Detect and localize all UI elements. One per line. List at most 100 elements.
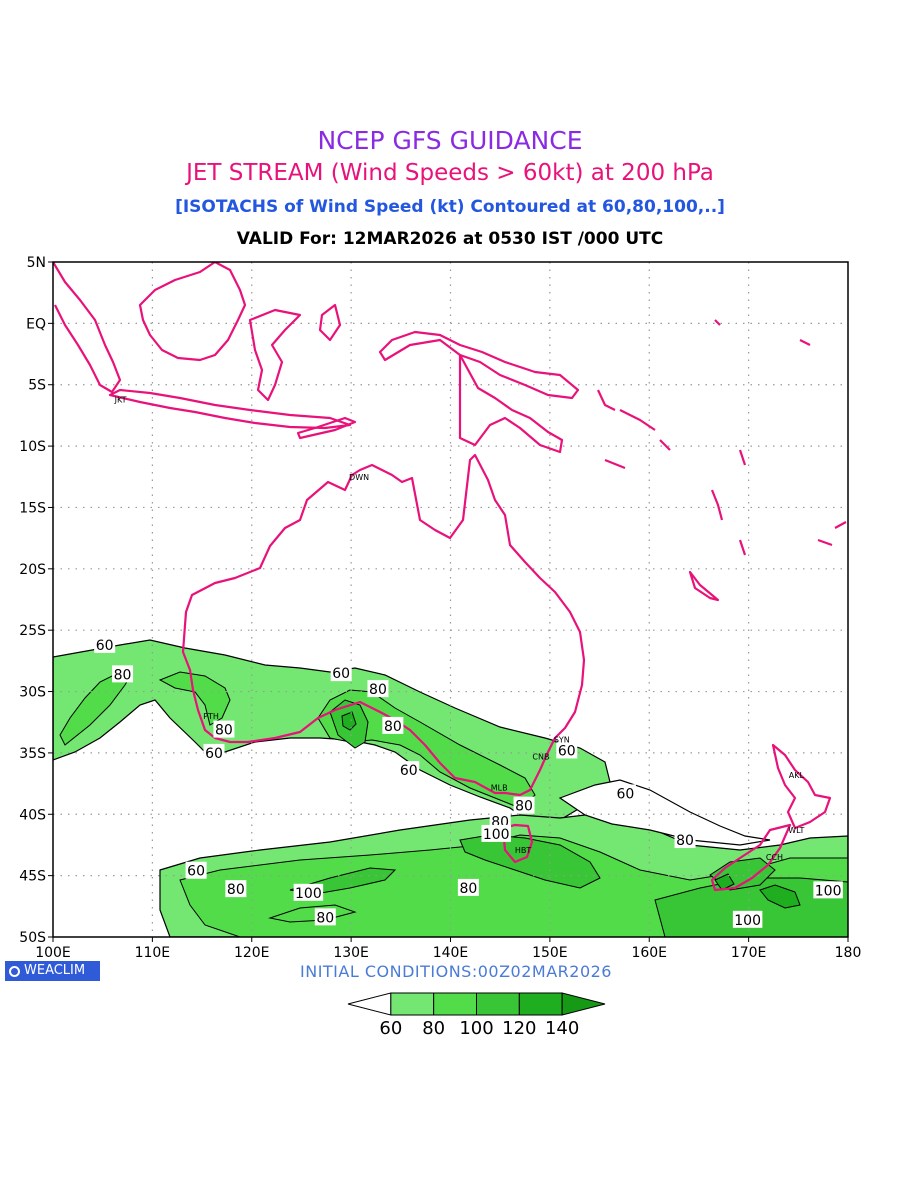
x-tick-label: 170E [731, 945, 767, 961]
contour-label: 80 [515, 799, 533, 815]
y-tick-label: 10S [19, 439, 46, 455]
weaclim-logo: WEACLIM [5, 961, 100, 981]
isotach-120-fill [341, 711, 801, 909]
x-tick-label: 180 [835, 945, 862, 961]
coast-new-guinea [378, 330, 580, 400]
contour-label-bg [481, 824, 511, 842]
color-legend: 60 80 100 120 140 [347, 992, 606, 1039]
legend-label: 80 [422, 1018, 445, 1039]
coast-new-zealand-south [710, 823, 792, 892]
x-axis: 100E 110E 120E 130E 140E 150E 160E 170E 180 [35, 937, 861, 961]
contour-label-bg [813, 881, 843, 899]
x-tick-label: 100E [35, 945, 71, 961]
contour-label: 60 [332, 666, 350, 682]
y-tick-label: 20S [19, 562, 46, 578]
contour-label: 60 [205, 746, 223, 762]
city-label: DWN [349, 473, 369, 482]
subtitle-isotachs: [ISOTACHS of Wind Speed (kt) Contoured a… [175, 197, 725, 217]
coast-new-caledonia [688, 570, 720, 602]
coast-halmahera [318, 303, 342, 342]
city-label: MLB [491, 783, 508, 792]
y-tick-label: 5N [27, 255, 46, 271]
copyright-icon [9, 965, 20, 977]
contour-label-bg [213, 720, 235, 738]
logo-text: WEACLIM [24, 963, 86, 978]
x-tick-label: 150E [532, 945, 568, 961]
y-tick-label: 40S [19, 807, 46, 823]
legend-swatch [518, 992, 563, 1016]
y-tick-label: 30S [19, 685, 46, 701]
contour-label-bg [556, 741, 578, 759]
x-tick-label: 160E [631, 945, 667, 961]
contour-label-bg [185, 861, 207, 879]
contour-label: 100 [815, 883, 842, 899]
city-label: AKL [789, 771, 805, 780]
city-label: HBT [515, 846, 532, 855]
contour-label: 100 [734, 913, 761, 929]
coast-sumatra [53, 262, 122, 394]
y-tick-label: 25S [19, 623, 46, 639]
contour-label: 80 [316, 910, 334, 926]
city-label: CCH [766, 853, 783, 862]
contour-label: 60 [616, 786, 634, 802]
contour-label: 60 [96, 638, 114, 654]
contour-label-bg [203, 743, 225, 761]
legend-label: 120 [502, 1018, 536, 1039]
coast-vanuatu-fiji [710, 319, 847, 556]
legend-swatch [390, 992, 435, 1016]
contour-label: 80 [676, 833, 694, 849]
x-tick-label: 130E [333, 945, 369, 961]
contour-label-bg [457, 878, 479, 896]
contour-label-bg [314, 908, 336, 926]
coast-solomon [597, 389, 671, 470]
contour-label-bg [94, 635, 116, 653]
legend-label: 100 [459, 1018, 493, 1039]
contour-label-bg [330, 664, 352, 682]
contour-label: 60 [558, 743, 576, 759]
contour-label-bg [614, 784, 636, 802]
y-tick-label: 35S [19, 746, 46, 762]
initial-conditions: INITIAL CONDITIONS:00Z02MAR2026 [300, 962, 612, 981]
legend-label: 60 [379, 1018, 402, 1039]
coast-borneo [138, 262, 247, 362]
y-tick-label: 50S [19, 930, 46, 946]
contour-label-bg [367, 680, 389, 698]
city-label: WLT [788, 826, 804, 835]
contour-label-bg [674, 831, 696, 849]
contour-label-bg [398, 761, 420, 779]
contour-label: 80 [384, 719, 402, 735]
contour-label: 80 [227, 882, 245, 898]
coastlines [53, 262, 847, 892]
y-tick-label: 15S [19, 500, 46, 516]
legend-swatch [433, 992, 477, 1016]
coast-new-zealand-north [771, 743, 832, 830]
contour-label: 100 [483, 827, 510, 843]
contour-label-bg [513, 796, 535, 814]
legend-swatch-above [561, 992, 606, 1016]
contour-label-bg [732, 910, 763, 928]
y-axis: 5N EQ 5S 10S 15S 20S 25S 30S 35S 40S 45S 50S [19, 255, 53, 946]
coast-timor [296, 416, 357, 440]
city-label: SYN [554, 735, 570, 744]
graticule [53, 262, 848, 937]
city-label: JKT [114, 395, 127, 404]
legend-swatch [476, 992, 520, 1016]
y-tick-label: 45S [19, 869, 46, 885]
coast-sulawesi [248, 308, 302, 402]
main-title: NCEP GFS GUIDANCE [317, 126, 583, 155]
city-label: CNB [532, 753, 549, 762]
contour-label-bg [293, 883, 324, 901]
y-tick-label: 5S [28, 378, 46, 394]
contour-label-bg [225, 880, 247, 898]
x-tick-label: 140E [433, 945, 469, 961]
contour-label: 80 [459, 881, 477, 897]
contour-label: 100 [295, 886, 322, 902]
coast-new-guinea-south [458, 353, 564, 454]
contour-label: 80 [369, 682, 387, 698]
coast-tasmania [501, 823, 534, 864]
contour-label: 80 [114, 667, 132, 683]
contour-label: 60 [400, 763, 418, 779]
subtitle-jet-stream: JET STREAM (Wind Speeds > 60kt) at 200 h… [186, 160, 714, 186]
valid-time: VALID For: 12MAR2026 at 0530 IST /000 UT… [236, 229, 664, 249]
